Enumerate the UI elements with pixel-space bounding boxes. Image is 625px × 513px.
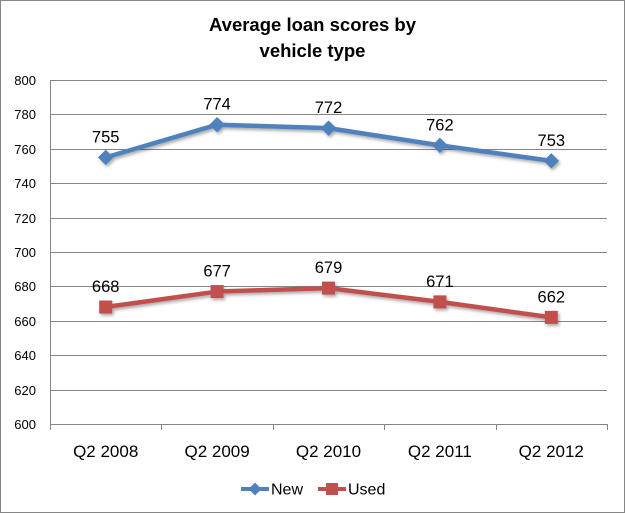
data-label: 677 [203, 263, 231, 281]
data-label: 755 [92, 128, 120, 146]
chart-title-line-1: Average loan scores by [208, 14, 417, 35]
data-point [322, 281, 335, 295]
data-label: 762 [426, 116, 454, 134]
y-tick-label: 740 [14, 176, 36, 191]
legend-item-used: Used [318, 482, 385, 499]
data-point [209, 117, 225, 133]
data-point [544, 310, 558, 324]
x-tick-label: Q2 2009 [184, 442, 249, 461]
data-point [320, 120, 337, 136]
data-label: 679 [315, 259, 343, 277]
y-tick-label: 800 [14, 73, 36, 88]
chart-title: Average loan scores by vehicle type [0, 12, 625, 64]
data-point [99, 300, 113, 314]
y-tick-label: 700 [14, 245, 36, 260]
series-used [99, 281, 558, 324]
data-label: 668 [92, 278, 120, 296]
legend-marker [248, 482, 262, 496]
data-point [433, 295, 447, 309]
data-label: 774 [203, 96, 231, 114]
data-point [432, 137, 448, 154]
data-point [97, 149, 114, 166]
x-tick-label: Q2 2010 [296, 442, 361, 461]
legend-label: Used [348, 482, 385, 499]
data-point [543, 153, 560, 169]
legend-item-new: New [241, 482, 303, 499]
x-tick-label: Q2 2008 [73, 442, 138, 461]
legend-marker [326, 483, 338, 495]
series-new [97, 117, 560, 169]
y-tick-label: 760 [14, 142, 36, 157]
y-tick-label: 680 [14, 279, 36, 294]
data-label: 662 [538, 288, 566, 306]
y-tick-label: 620 [14, 383, 36, 398]
data-label: 772 [315, 99, 343, 117]
y-tick-label: 720 [14, 211, 36, 226]
data-label: 671 [426, 273, 454, 291]
y-tick-label: 600 [14, 417, 36, 432]
chart-title-line-2: vehicle type [259, 40, 366, 61]
legend-label: New [271, 482, 303, 499]
x-tick-label: Q2 2012 [519, 442, 584, 461]
y-tick-label: 640 [14, 348, 36, 363]
data-point [210, 285, 224, 299]
data-label: 753 [538, 132, 566, 150]
y-tick-label: 780 [14, 107, 36, 122]
x-tick-label: Q2 2011 [408, 442, 472, 461]
y-tick-label: 660 [14, 314, 36, 329]
